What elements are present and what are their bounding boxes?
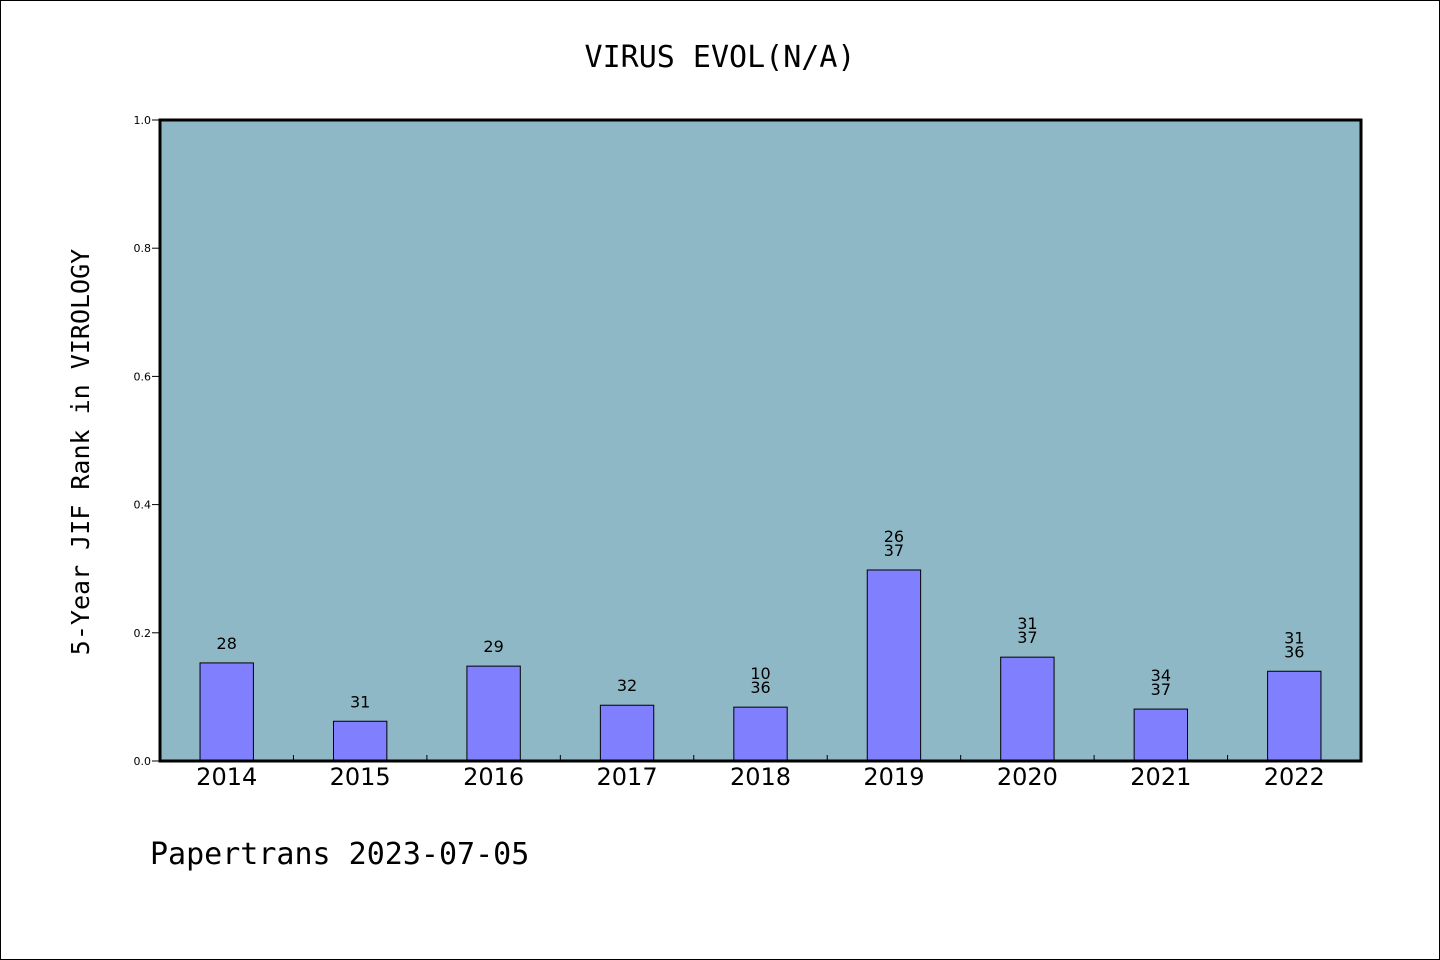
x-tick-label-2016: 2016 bbox=[463, 763, 524, 791]
chart-title: VIRUS EVOL(N/A) bbox=[585, 40, 856, 75]
x-tick-label-2020: 2020 bbox=[997, 763, 1058, 791]
y-tick-label-0.4: 0.4 bbox=[134, 499, 152, 512]
bar-2019 bbox=[866, 569, 922, 762]
x-tick-label-2019: 2019 bbox=[863, 763, 924, 791]
data-label-2017-1: 32 bbox=[617, 676, 637, 695]
x-tick-label-2017: 2017 bbox=[597, 763, 658, 791]
bar-2022 bbox=[1267, 670, 1322, 762]
data-label-2019-2: 37 bbox=[884, 541, 904, 560]
data-label-2020-1: 31 bbox=[1017, 614, 1037, 633]
x-tick-label-2021: 2021 bbox=[1130, 763, 1191, 791]
data-label-2022-2: 36 bbox=[1284, 642, 1304, 661]
x-tick-label-2014: 2014 bbox=[196, 763, 257, 791]
plot-border bbox=[158, 118, 1363, 763]
bar-2018 bbox=[733, 706, 788, 762]
data-label-2015-1: 31 bbox=[350, 692, 370, 711]
footer-source-date: Papertrans 2023-07-05 bbox=[150, 837, 529, 872]
data-label-2021-2: 37 bbox=[1151, 680, 1171, 699]
data-label-2019-1: 26 bbox=[884, 527, 904, 546]
ticks-layer: 2014 2015 2016 2017 2018 2019 2020 2021 2022 0.0 0… bbox=[134, 114, 1325, 791]
y-tick-label-0.6: 0.6 bbox=[134, 370, 152, 383]
y-tick-label-0.0: 0.0 bbox=[134, 755, 152, 768]
data-label-2020-2: 37 bbox=[1017, 628, 1037, 647]
x-tick-label-2015: 2015 bbox=[330, 763, 391, 791]
plot-area bbox=[160, 120, 1361, 761]
x-tick-label-2018: 2018 bbox=[730, 763, 791, 791]
bar-2021 bbox=[1133, 708, 1189, 762]
data-label-2016-1: 29 bbox=[483, 637, 503, 656]
data-label-2018-1: 10 bbox=[750, 664, 770, 683]
data-label-2014-1: 28 bbox=[217, 634, 237, 653]
y-tick-label-0.2: 0.2 bbox=[134, 627, 152, 640]
bar-2016 bbox=[466, 665, 521, 762]
bars-layer bbox=[199, 569, 1322, 762]
bar-2015 bbox=[332, 720, 388, 762]
x-tick-label-2022: 2022 bbox=[1264, 763, 1325, 791]
bar-2017 bbox=[599, 704, 655, 762]
bar-2014 bbox=[199, 662, 254, 762]
data-label-2022-1: 31 bbox=[1284, 628, 1304, 647]
y-tick-label-0.8: 0.8 bbox=[134, 242, 152, 255]
y-axis-label: 5-Year JIF Rank in VIROLOGY bbox=[66, 249, 95, 655]
data-label-2021-1: 34 bbox=[1151, 666, 1171, 685]
bar-2020 bbox=[1000, 656, 1055, 762]
y-tick-label-1.0: 1.0 bbox=[134, 114, 152, 127]
data-label-2018-2: 36 bbox=[750, 678, 770, 697]
